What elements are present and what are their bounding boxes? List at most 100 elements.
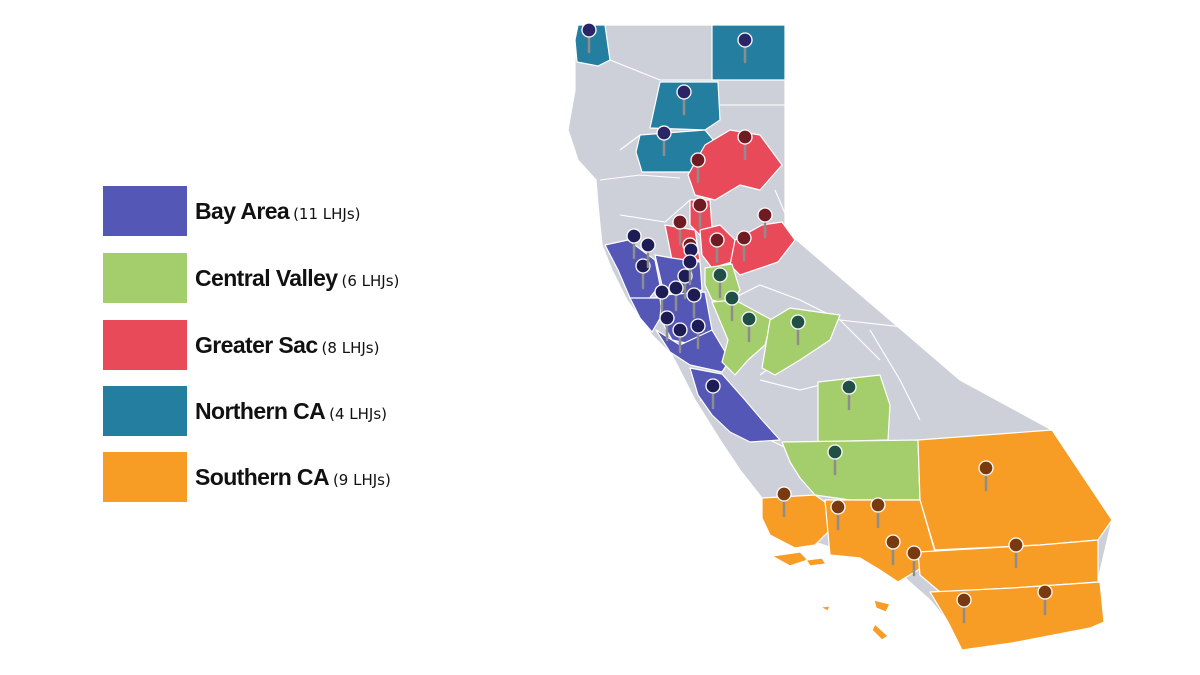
legend-swatch-northern-ca [103, 386, 187, 436]
map-pin-icon [705, 378, 721, 410]
map-pin-icon [690, 318, 706, 350]
region-central-valley [704, 263, 921, 501]
map-pin-head [705, 378, 721, 394]
map-pin-icon [672, 322, 688, 354]
map-pin-head [724, 290, 740, 306]
map-legend: Bay Area (11 LHJs) Central Valley (6 LHJs)… [0, 0, 520, 675]
map-pin-icon [692, 197, 708, 229]
map-pin-head [581, 22, 597, 38]
map-pin-head [686, 287, 702, 303]
legend-item-bay-area: Bay Area (11 LHJs) [103, 186, 361, 236]
map-pin-head [677, 268, 693, 284]
map-pin-head [830, 499, 846, 515]
map-pin-head [668, 280, 684, 296]
map-pin-head [709, 232, 725, 248]
map-pin-head [640, 237, 656, 253]
map-pin-head [654, 284, 670, 300]
legend-label-greater-sac: Greater Sac [195, 331, 318, 358]
legend-count-central-valley: (6 LHJs) [341, 271, 400, 290]
legend-swatch-central-valley [103, 253, 187, 303]
map-pin-icon [885, 534, 901, 566]
map-pin-head [841, 379, 857, 395]
legend-label-bay-area: Bay Area [195, 197, 290, 224]
map-pin-icon [677, 268, 693, 300]
island-santa-catalina [873, 599, 891, 613]
legend-label-northern-ca: Northern CA [195, 397, 326, 424]
map-pin-icon [626, 228, 642, 260]
map-pin-icon [1008, 537, 1024, 569]
county-southern-ca-san-bernardino [917, 429, 1113, 551]
map-pin-icon [682, 254, 698, 286]
map-pin-icon [830, 499, 846, 531]
legend-label-central-valley: Central Valley [195, 264, 338, 291]
map-pin-icon [737, 32, 753, 64]
legend-label-southern-ca: Southern CA [195, 463, 330, 490]
map-pin-icon [978, 460, 994, 492]
map-pin-head [672, 214, 688, 230]
legend-count-northern-ca: (4 LHJs) [329, 404, 388, 423]
island-channel-north [771, 551, 809, 567]
map-pin-icon [581, 22, 597, 54]
legend-item-greater-sac: Greater Sac (8 LHJs) [103, 320, 379, 370]
county-southern-ca-ventura-la [824, 499, 936, 583]
map-pin-head [741, 311, 757, 327]
county-southern-ca-san-diego-imperial [929, 581, 1105, 651]
county-southern-ca-slo-sb [761, 494, 831, 549]
map-pin-icon [827, 444, 843, 476]
map-pin-head [659, 310, 675, 326]
map-pin-head [682, 254, 698, 270]
map-pin-icon [736, 230, 752, 262]
map-pins [581, 22, 1053, 624]
map-pin-head [690, 152, 706, 168]
map-pin-icon [741, 311, 757, 343]
map-pin-head [672, 322, 688, 338]
map-pin-head [1008, 537, 1024, 553]
legend-count-southern-ca: (9 LHJs) [332, 470, 391, 489]
map-pin-icon [776, 486, 792, 518]
island-channel-mid [805, 557, 827, 567]
map-pin-head [757, 207, 773, 223]
map-pin-icon [1037, 584, 1053, 616]
map-pin-icon [906, 545, 922, 577]
map-pin-head [870, 497, 886, 513]
map-pin-icon [668, 280, 684, 312]
map-pin-icon [737, 129, 753, 161]
legend-count-greater-sac: (8 LHJs) [321, 338, 380, 357]
map-pin-icon [654, 284, 670, 316]
map-pin-head [956, 592, 972, 608]
region-southern-ca [761, 429, 1113, 651]
map-pin-head [776, 486, 792, 502]
map-pin-head [626, 228, 642, 244]
map-pin-icon [659, 310, 675, 342]
map-pin-head [635, 258, 651, 274]
county-bay-area-marin-sf [629, 297, 663, 333]
map-pin-icon [640, 237, 656, 269]
map-pin-head [906, 545, 922, 561]
legend-swatch-greater-sac [103, 320, 187, 370]
california-county-map [567, 22, 1113, 651]
map-pin-head [737, 32, 753, 48]
county-central-valley-tulare [817, 374, 891, 443]
map-pin-head [885, 534, 901, 550]
map-pin-head [1037, 584, 1053, 600]
map-pin-icon [790, 314, 806, 346]
legend-item-southern-ca: Southern CA (9 LHJs) [103, 452, 391, 502]
legend-item-northern-ca: Northern CA (4 LHJs) [103, 386, 387, 436]
island-santa-barbara [819, 605, 831, 612]
map-pin-icon [635, 258, 651, 290]
map-pin-icon [676, 84, 692, 116]
map-pin-head [790, 314, 806, 330]
county-central-valley-mariposa-madera [761, 307, 841, 376]
legend-item-central-valley: Central Valley (6 LHJs) [103, 253, 399, 303]
map-pin-icon [686, 287, 702, 319]
map-pin-icon [709, 232, 725, 264]
map-pin-head [656, 125, 672, 141]
map-pin-icon [841, 379, 857, 411]
map-pin-head [692, 197, 708, 213]
map-pin-icon [690, 152, 706, 184]
map-pin-icon [712, 267, 728, 299]
map-pin-head [690, 318, 706, 334]
legend-swatch-southern-ca [103, 452, 187, 502]
map-pin-head [737, 129, 753, 145]
map-pin-icon [956, 592, 972, 624]
